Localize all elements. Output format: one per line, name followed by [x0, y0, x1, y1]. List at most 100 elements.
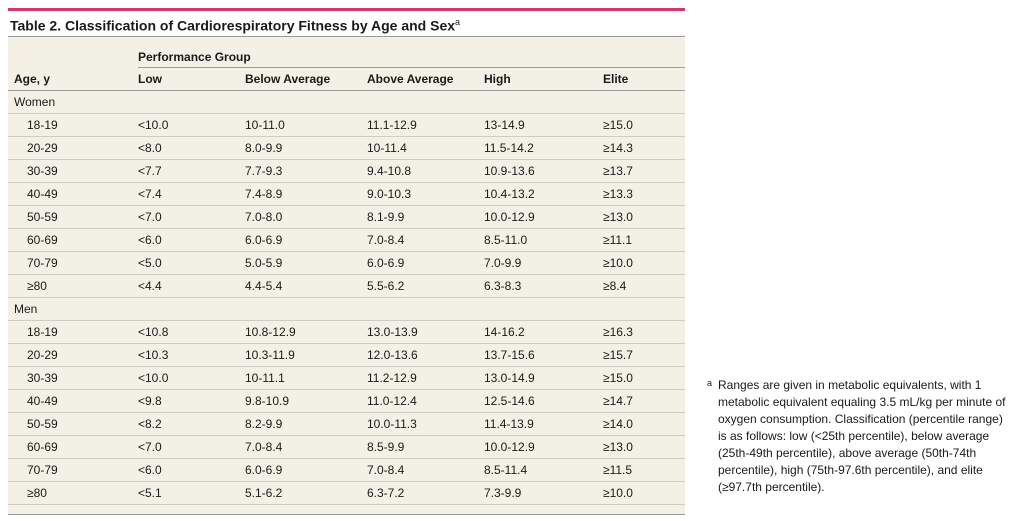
fitness-value-cell: ≥15.0 — [603, 366, 686, 390]
fitness-value-cell: 6.0-6.9 — [245, 458, 367, 482]
table-title: Table 2. Classification of Cardiorespira… — [10, 12, 460, 36]
fitness-value-cell: <6.0 — [138, 458, 245, 482]
header-row-group: Performance Group — [8, 37, 686, 68]
fitness-value-cell: 5.5-6.2 — [367, 274, 484, 298]
fitness-value-cell: <9.8 — [138, 389, 245, 413]
fitness-value-cell: 6.3-7.2 — [367, 481, 484, 505]
title-footnote-mark: a — [455, 17, 461, 27]
fitness-value-cell: <7.0 — [138, 435, 245, 459]
fitness-value-cell: ≥11.1 — [603, 228, 686, 252]
table-body: Women 18-19 <10.0 10-11.0 11.1-12.9 13-14.9 ≥1… — [8, 90, 686, 505]
fitness-value-cell: 9.8-10.9 — [245, 389, 367, 413]
title-accent-rule — [8, 8, 685, 11]
fitness-value-cell: <10.3 — [138, 343, 245, 367]
fitness-value-cell: ≥10.0 — [603, 251, 686, 275]
age-range-cell: ≥80 — [8, 481, 138, 505]
age-range-cell: ≥80 — [8, 274, 138, 298]
fitness-value-cell: 7.0-8.4 — [367, 228, 484, 252]
fitness-value-cell: 5.1-6.2 — [245, 481, 367, 505]
fitness-value-cell: 8.0-9.9 — [245, 136, 367, 160]
fitness-value-cell: <10.0 — [138, 113, 245, 137]
fitness-value-cell: 7.3-9.9 — [484, 481, 603, 505]
fitness-value-cell: <10.0 — [138, 366, 245, 390]
fitness-value-cell: 10.9-13.6 — [484, 159, 603, 183]
fitness-value-cell: 10.0-11.3 — [367, 412, 484, 436]
fitness-value-cell: 11.1-12.9 — [367, 113, 484, 137]
column-header-low: Low — [138, 67, 245, 91]
fitness-value-cell: 11.5-14.2 — [484, 136, 603, 160]
age-range-cell: 18-19 — [8, 113, 138, 137]
fitness-value-cell: ≥13.7 — [603, 159, 686, 183]
fitness-value-cell: <6.0 — [138, 228, 245, 252]
fitness-value-cell: 11.2-12.9 — [367, 366, 484, 390]
table-title-text: Table 2. Classification of Cardiorespira… — [10, 17, 456, 34]
fitness-value-cell: 6.0-6.9 — [245, 228, 367, 252]
fitness-value-cell: ≥13.3 — [603, 182, 686, 206]
age-range-cell: 50-59 — [8, 412, 138, 436]
column-header-elite: Elite — [603, 67, 686, 91]
table-footnote: a Ranges are given in metabolic equivale… — [707, 377, 1007, 496]
fitness-value-cell: 13.0-14.9 — [484, 366, 603, 390]
fitness-value-cell: 6.0-6.9 — [367, 251, 484, 275]
table-row: 40-49 <9.8 9.8-10.9 11.0-12.4 12.5-14.6 ≥14.7 — [8, 389, 686, 413]
group-row-men: Men — [8, 297, 686, 321]
fitness-value-cell: 14-16.2 — [484, 320, 603, 344]
fitness-value-cell: 10-11.1 — [245, 366, 367, 390]
fitness-value-cell: 5.0-5.9 — [245, 251, 367, 275]
fitness-value-cell: ≥16.3 — [603, 320, 686, 344]
fitness-value-cell: 8.2-9.9 — [245, 412, 367, 436]
fitness-value-cell: 11.4-13.9 — [484, 412, 603, 436]
fitness-table-container: Performance Group Age, y Low Below Avera… — [8, 36, 686, 515]
fitness-value-cell: 11.0-12.4 — [367, 389, 484, 413]
fitness-value-cell: 8.5-9.9 — [367, 435, 484, 459]
age-column-header: Age, y — [8, 67, 138, 91]
fitness-value-cell: ≥14.0 — [603, 412, 686, 436]
age-range-cell: 60-69 — [8, 435, 138, 459]
fitness-value-cell: 7.7-9.3 — [245, 159, 367, 183]
fitness-value-cell: 9.4-10.8 — [367, 159, 484, 183]
table-header: Performance Group Age, y Low Below Avera… — [8, 37, 686, 91]
group-label: Women — [8, 90, 686, 114]
table-row: 18-19 <10.8 10.8-12.9 13.0-13.9 14-16.2 ≥16.3 — [8, 320, 686, 344]
table-row: 20-29 <8.0 8.0-9.9 10-11.4 11.5-14.2 ≥14.3 — [8, 136, 686, 160]
column-header-high: High — [484, 67, 603, 91]
table-row: 70-79 <5.0 5.0-5.9 6.0-6.9 7.0-9.9 ≥10.0 — [8, 251, 686, 275]
performance-group-header: Performance Group — [138, 37, 686, 68]
table-row: 50-59 <8.2 8.2-9.9 10.0-11.3 11.4-13.9 ≥14.0 — [8, 412, 686, 436]
fitness-value-cell: 10-11.4 — [367, 136, 484, 160]
fitness-value-cell: ≥10.0 — [603, 481, 686, 505]
fitness-value-cell: <4.4 — [138, 274, 245, 298]
age-range-cell: 18-19 — [8, 320, 138, 344]
footnote-text: Ranges are given in metabolic equivalent… — [718, 378, 1006, 494]
fitness-value-cell: <10.8 — [138, 320, 245, 344]
fitness-value-cell: 10.4-13.2 — [484, 182, 603, 206]
fitness-value-cell: ≥13.0 — [603, 435, 686, 459]
fitness-value-cell: ≥14.7 — [603, 389, 686, 413]
age-range-cell: 20-29 — [8, 343, 138, 367]
table-row: 18-19 <10.0 10-11.0 11.1-12.9 13-14.9 ≥15.0 — [8, 113, 686, 137]
fitness-value-cell: <7.4 — [138, 182, 245, 206]
fitness-value-cell: 7.0-9.9 — [484, 251, 603, 275]
fitness-value-cell: <7.7 — [138, 159, 245, 183]
fitness-value-cell: 12.5-14.6 — [484, 389, 603, 413]
fitness-value-cell: 13.7-15.6 — [484, 343, 603, 367]
age-range-cell: 30-39 — [8, 159, 138, 183]
age-range-cell: 40-49 — [8, 389, 138, 413]
table-row: 20-29 <10.3 10.3-11.9 12.0-13.6 13.7-15.6 ≥15… — [8, 343, 686, 367]
fitness-value-cell: ≥11.5 — [603, 458, 686, 482]
header-spacer — [8, 37, 138, 68]
fitness-value-cell: 10.0-12.9 — [484, 435, 603, 459]
fitness-value-cell: ≥8.4 — [603, 274, 686, 298]
age-range-cell: 40-49 — [8, 182, 138, 206]
fitness-value-cell: 8.5-11.0 — [484, 228, 603, 252]
fitness-value-cell: 10.8-12.9 — [245, 320, 367, 344]
fitness-value-cell: ≥13.0 — [603, 205, 686, 229]
fitness-value-cell: 12.0-13.6 — [367, 343, 484, 367]
fitness-value-cell: <8.2 — [138, 412, 245, 436]
age-range-cell: 70-79 — [8, 458, 138, 482]
table-row: 30-39 <7.7 7.7-9.3 9.4-10.8 10.9-13.6 ≥13.7 — [8, 159, 686, 183]
fitness-value-cell: <8.0 — [138, 136, 245, 160]
table-row: ≥80 <4.4 4.4-5.4 5.5-6.2 6.3-8.3 ≥8.4 — [8, 274, 686, 298]
footnote-mark: a — [707, 378, 713, 388]
fitness-value-cell: 7.0-8.4 — [367, 458, 484, 482]
